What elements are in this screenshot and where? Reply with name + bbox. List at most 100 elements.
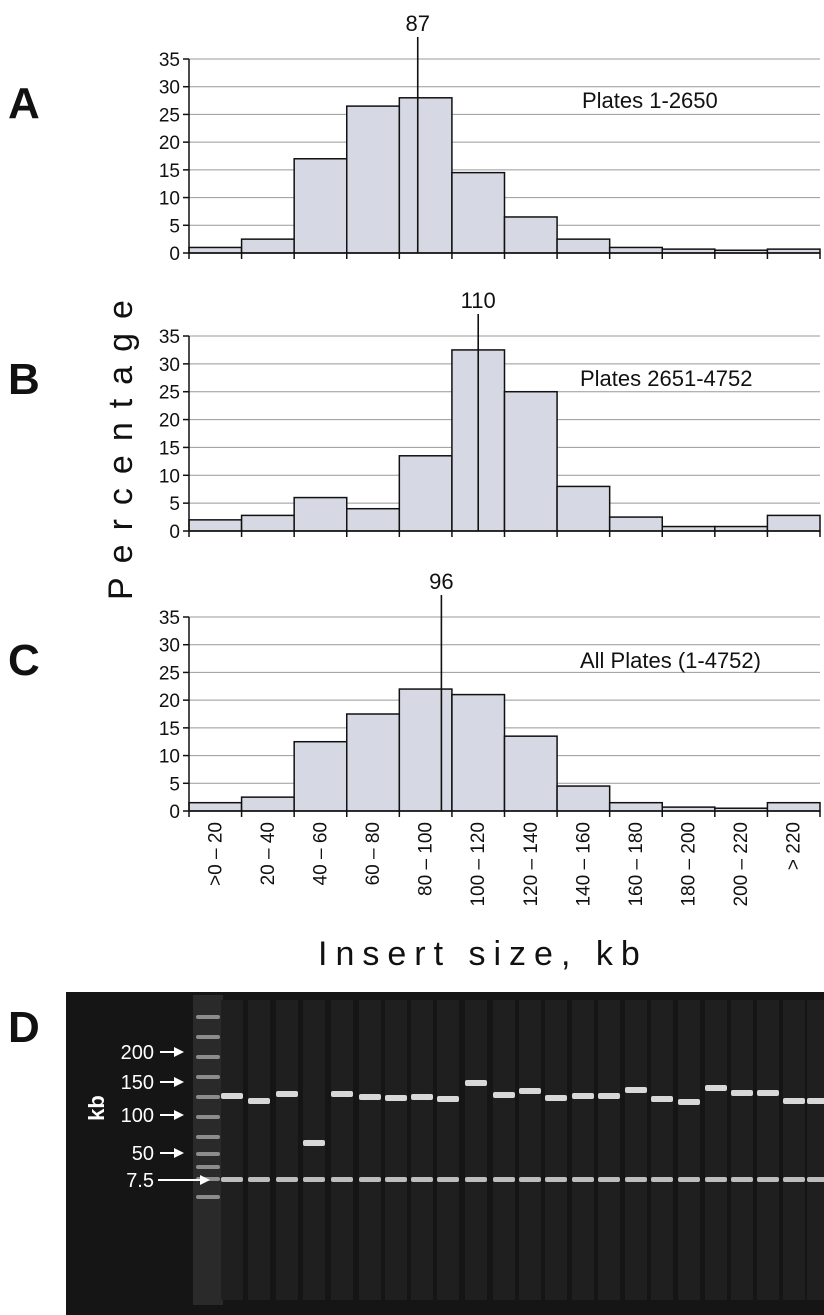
x-tick-label: 140 – 160 bbox=[573, 822, 594, 907]
gel-unit-label: kb bbox=[84, 1095, 109, 1121]
gel-band bbox=[598, 1177, 620, 1182]
x-axis-label: Insert size, kb bbox=[318, 935, 648, 973]
gel-band bbox=[757, 1177, 779, 1182]
median-label: 96 bbox=[429, 569, 453, 594]
bar bbox=[188, 519, 243, 532]
y-tick-label: 30 bbox=[159, 78, 180, 99]
gel-lane bbox=[359, 1000, 381, 1300]
gel-ladder-band bbox=[196, 1135, 220, 1139]
gel-band bbox=[221, 1177, 243, 1182]
x-category-labels: >0 – 20 20 – 40 40 – 60 60 – 80 80 – 100 100 … bbox=[205, 822, 804, 907]
gel-band bbox=[411, 1094, 433, 1100]
x-tick-label: 60 – 80 bbox=[363, 822, 384, 885]
gel-band bbox=[572, 1093, 594, 1099]
bar bbox=[398, 97, 453, 254]
gel-lane bbox=[572, 1000, 594, 1300]
y-tick-label: 30 bbox=[159, 636, 180, 657]
gel-band bbox=[276, 1091, 298, 1097]
bar bbox=[766, 801, 821, 812]
gel-band bbox=[276, 1177, 298, 1182]
gel-band bbox=[783, 1098, 805, 1104]
gel-marker-arrowhead bbox=[174, 1077, 184, 1087]
panel-annotation: All Plates (1-4752) bbox=[580, 648, 761, 673]
bar bbox=[240, 796, 295, 812]
bar bbox=[293, 496, 348, 532]
panel-letter-a: A bbox=[8, 79, 40, 128]
chart-panel-a: 0 5 10 15 20 25 30 35 87 Plates 1-2650 bbox=[159, 11, 821, 265]
gel-band bbox=[331, 1177, 353, 1182]
gel-marker-arrowhead bbox=[174, 1047, 184, 1057]
gel-lane bbox=[465, 1000, 487, 1300]
y-tick-label: 0 bbox=[169, 802, 180, 823]
gel-ladder-band bbox=[196, 1195, 220, 1199]
gel-band bbox=[545, 1095, 567, 1101]
bar bbox=[293, 158, 348, 254]
x-tick-label: 160 – 180 bbox=[626, 822, 647, 907]
x-tick-label: 40 – 60 bbox=[310, 822, 331, 885]
gel-band bbox=[807, 1177, 824, 1182]
bar bbox=[398, 455, 453, 532]
gel-lane bbox=[807, 1000, 824, 1300]
y-tick-label: 20 bbox=[159, 411, 180, 432]
bar bbox=[556, 238, 611, 254]
y-tick-label: 10 bbox=[159, 189, 180, 210]
bar bbox=[293, 740, 348, 812]
gel-lane bbox=[783, 1000, 805, 1300]
gel-band bbox=[545, 1177, 567, 1182]
bar bbox=[503, 216, 558, 254]
gel-band bbox=[731, 1177, 753, 1182]
bar bbox=[346, 105, 401, 254]
gel-lane bbox=[276, 1000, 298, 1300]
bar bbox=[346, 507, 401, 532]
gel-band bbox=[437, 1096, 459, 1102]
median-label: 87 bbox=[405, 11, 429, 36]
x-tick-label: >0 – 20 bbox=[205, 822, 226, 886]
gel-band bbox=[651, 1177, 673, 1182]
gel-band bbox=[385, 1095, 407, 1101]
panel-letter-c: C bbox=[8, 636, 40, 685]
gel-band bbox=[385, 1177, 407, 1182]
gel-lane bbox=[493, 1000, 515, 1300]
y-tick-label: 20 bbox=[159, 133, 180, 154]
x-tick-label: 100 – 120 bbox=[468, 822, 489, 907]
bar bbox=[346, 713, 401, 812]
gel-ladder-lane bbox=[193, 995, 223, 1305]
bar bbox=[608, 801, 664, 812]
gel-band bbox=[705, 1085, 727, 1091]
gel-marker-arrowhead bbox=[174, 1110, 184, 1120]
y-tick-label: 0 bbox=[169, 522, 180, 543]
gel-band bbox=[731, 1090, 753, 1096]
gel-lanes bbox=[196, 1000, 824, 1300]
gel-band bbox=[493, 1177, 515, 1182]
gel-band bbox=[493, 1092, 515, 1098]
gel-lane bbox=[545, 1000, 567, 1300]
gel-ladder-band bbox=[196, 1152, 220, 1156]
y-tick-label: 15 bbox=[159, 161, 180, 182]
gel-band bbox=[248, 1098, 270, 1104]
x-tick-label: 200 – 220 bbox=[731, 822, 752, 907]
y-tick-label: 25 bbox=[159, 663, 180, 684]
gel-lane bbox=[651, 1000, 673, 1300]
gel-ladder-band bbox=[196, 1165, 220, 1169]
gel-band bbox=[783, 1177, 805, 1182]
gel-lane bbox=[731, 1000, 753, 1300]
y-tick-label: 15 bbox=[159, 438, 180, 459]
gel-lane bbox=[331, 1000, 353, 1300]
bar bbox=[556, 485, 611, 532]
gel-band bbox=[465, 1080, 487, 1086]
y-tick-label: 10 bbox=[159, 747, 180, 768]
gel-band bbox=[248, 1177, 270, 1182]
gel-band bbox=[651, 1096, 673, 1102]
gel-markers: 200 150 100 50 7.5 bbox=[121, 1042, 210, 1192]
gel-ladder-band bbox=[196, 1055, 220, 1059]
gel-band bbox=[411, 1177, 433, 1182]
bar bbox=[766, 514, 821, 532]
bar bbox=[556, 785, 611, 812]
gel-marker-arrowhead bbox=[200, 1175, 210, 1185]
gel-ladder-band bbox=[196, 1075, 220, 1079]
gel-lane bbox=[221, 1000, 243, 1300]
panel-letter-d: D bbox=[8, 1003, 40, 1052]
y-tick-label: 5 bbox=[169, 774, 180, 795]
gel-marker-label: 50 bbox=[132, 1143, 154, 1165]
y-tick-label: 20 bbox=[159, 691, 180, 712]
